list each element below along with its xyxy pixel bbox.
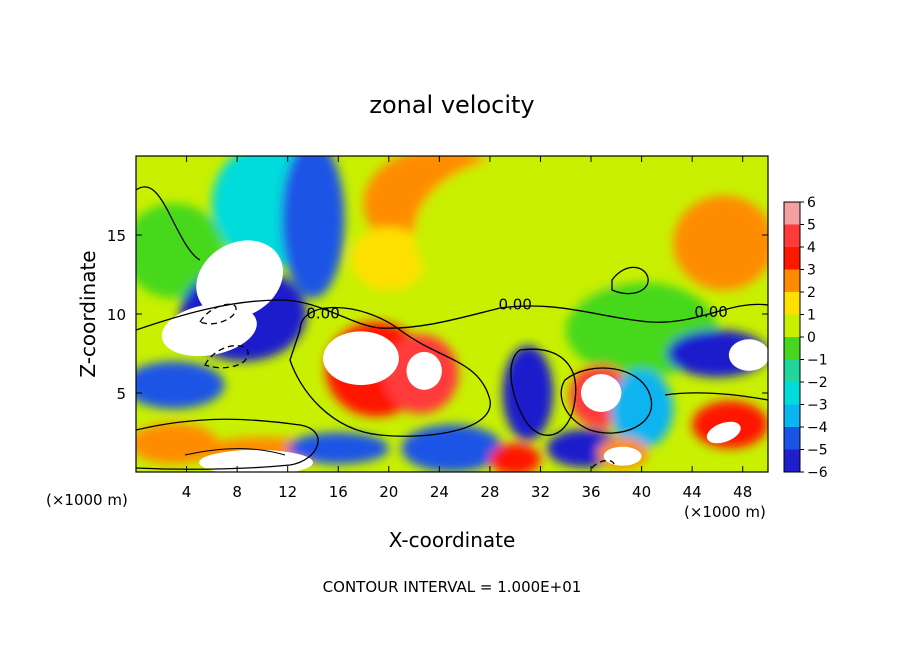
x-tick-label: 28 bbox=[480, 483, 499, 501]
contour-label: 0.00 bbox=[306, 305, 339, 323]
contour-label: 0.00 bbox=[498, 295, 531, 313]
field-blob bbox=[136, 361, 225, 409]
out-of-range-region bbox=[196, 240, 284, 319]
colorbar-swatch bbox=[784, 292, 800, 315]
colorbar-label: −5 bbox=[807, 443, 828, 459]
zero-contour-line bbox=[611, 266, 649, 295]
out-of-range-region bbox=[323, 331, 399, 386]
out-of-range-region bbox=[603, 446, 642, 466]
colorbar-swatch bbox=[784, 427, 800, 450]
x-tick-label: 36 bbox=[581, 483, 600, 501]
colorbar-label: 5 bbox=[807, 218, 816, 234]
field-blob bbox=[401, 424, 503, 472]
colorbar-label: 2 bbox=[807, 285, 816, 301]
colorbar-label: −3 bbox=[807, 398, 828, 414]
colorbar-label: 6 bbox=[807, 195, 816, 211]
out-of-range-region bbox=[161, 303, 257, 357]
colorbar-swatch bbox=[784, 404, 800, 428]
negative-contour-line bbox=[204, 344, 249, 369]
colorbar: 6 5 4 3 2 1 0 −1 −2 −3 −4 −5 −6 bbox=[783, 195, 828, 481]
y-tick-label: 10 bbox=[107, 306, 126, 324]
field-blob bbox=[414, 156, 642, 314]
out-of-range-region bbox=[406, 351, 442, 390]
field-blob bbox=[489, 443, 541, 472]
x-tick-label: 40 bbox=[632, 483, 651, 501]
x-tick-label: 20 bbox=[379, 483, 398, 501]
colorbar-label: −2 bbox=[807, 375, 828, 391]
x-tick-label: 24 bbox=[430, 483, 449, 501]
out-of-range-region bbox=[706, 421, 741, 444]
colorbar-swatch bbox=[784, 382, 800, 405]
y-tick-label: 15 bbox=[107, 227, 126, 245]
negative-contour-line bbox=[199, 303, 237, 325]
x-axis-ticks: 4 8 12 16 20 24 28 32 36 40 44 48 bbox=[182, 156, 752, 501]
colorbar-swatch bbox=[784, 202, 800, 225]
y-axis-ticks: 5 10 15 bbox=[107, 227, 768, 403]
out-of-range-region bbox=[728, 339, 768, 371]
colorbar-swatch bbox=[784, 269, 800, 293]
field-blob bbox=[610, 369, 674, 449]
zero-contour-line bbox=[136, 299, 768, 331]
zero-contour-line bbox=[560, 367, 653, 434]
colorbar-swatch bbox=[784, 224, 800, 248]
x-axis-label: X-coordinate bbox=[389, 528, 516, 552]
chart-title: zonal velocity bbox=[369, 91, 534, 119]
zero-contour-line bbox=[136, 418, 319, 470]
white-regions bbox=[161, 240, 768, 472]
x-tick-label: 4 bbox=[182, 483, 192, 501]
zero-contour-line bbox=[136, 186, 201, 261]
y-axis-label: Z-coordinate bbox=[76, 250, 100, 377]
field-blob bbox=[287, 432, 389, 465]
x-tick-label: 16 bbox=[329, 483, 348, 501]
field-blob bbox=[281, 156, 345, 299]
x-tick-label: 48 bbox=[733, 483, 752, 501]
colorbar-label: 1 bbox=[807, 308, 816, 324]
zero-contour-line bbox=[289, 306, 491, 437]
contour-label: 0.00 bbox=[694, 303, 727, 321]
out-of-range-region bbox=[199, 449, 313, 472]
colorbar-swatch bbox=[784, 247, 800, 270]
colorbar-label: −1 bbox=[807, 353, 828, 369]
x-tick-label: 8 bbox=[232, 483, 242, 501]
colorbar-label: −6 bbox=[807, 465, 828, 481]
x-tick-label: 12 bbox=[278, 483, 297, 501]
colorbar-label: −4 bbox=[807, 420, 828, 436]
x-tick-label: 32 bbox=[531, 483, 550, 501]
colorbar-swatch bbox=[784, 449, 800, 473]
x-unit-label-right: (×1000 m) bbox=[684, 503, 766, 521]
colorbar-swatch bbox=[784, 337, 800, 360]
field-blob bbox=[502, 345, 554, 441]
y-tick-label: 5 bbox=[116, 385, 126, 403]
x-tick-label: 44 bbox=[683, 483, 702, 501]
field-blob bbox=[136, 423, 219, 465]
zero-contours bbox=[136, 186, 768, 470]
x-unit-label-left: (×1000 m) bbox=[46, 491, 128, 509]
colorbar-swatch bbox=[784, 314, 800, 338]
colorbar-label: 4 bbox=[807, 240, 816, 256]
out-of-range-region bbox=[580, 374, 622, 412]
field-blob bbox=[350, 227, 427, 291]
contour-labels: 0.00 0.00 0.00 bbox=[306, 295, 727, 322]
zero-contour-line bbox=[664, 392, 768, 401]
colorbar-label: 3 bbox=[807, 263, 816, 279]
negative-contour-line bbox=[591, 459, 615, 469]
colorbar-label: 0 bbox=[807, 330, 816, 346]
zero-contour-line bbox=[510, 348, 577, 436]
contour-interval-footer: CONTOUR INTERVAL = 1.000E+01 bbox=[323, 578, 582, 596]
zero-contour-line bbox=[184, 448, 286, 456]
colorbar-swatch bbox=[784, 359, 800, 383]
field-blob bbox=[673, 195, 768, 291]
